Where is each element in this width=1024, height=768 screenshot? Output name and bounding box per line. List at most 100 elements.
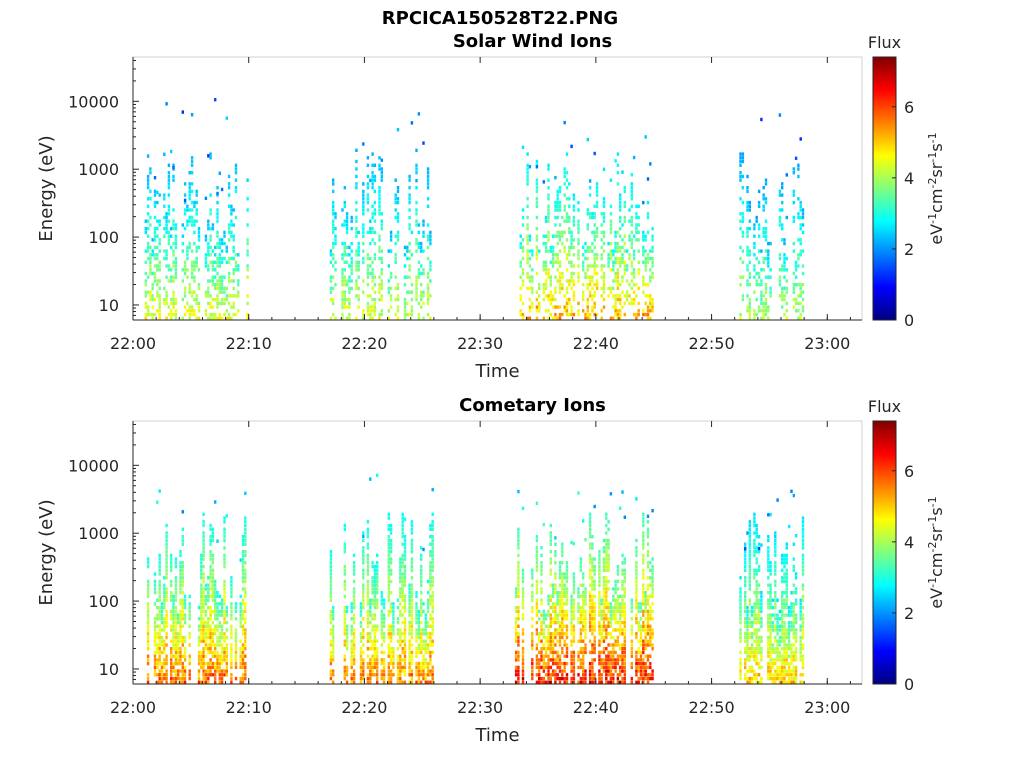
heatmap-cell [593,301,596,306]
heatmap-cell [153,620,157,625]
heatmap-cell [582,654,585,658]
heatmap-cell [586,137,589,142]
heatmap-cell [332,227,335,231]
heatmap-cell [165,301,168,306]
heatmap-cell [764,286,768,291]
heatmap-cell [651,238,654,242]
heatmap-cell [630,661,633,666]
heatmap-cell [521,301,525,306]
heatmap-cell [394,215,397,220]
heatmap-cell [239,680,242,684]
heatmap-cell [565,632,569,636]
heatmap-cell [591,297,594,302]
heatmap-cell [209,193,212,197]
heatmap-cell [616,635,620,640]
heatmap-cell [220,256,224,261]
heatmap-cell [570,540,573,545]
heatmap-cell [172,665,175,670]
heatmap-cell [563,583,566,587]
heatmap-cell [544,271,548,276]
heatmap-cell [591,557,594,561]
heatmap-cell [239,602,242,606]
heatmap-cell [739,152,742,156]
heatmap-cell [392,620,395,625]
heatmap-cell [572,208,576,212]
heatmap-cell [570,279,573,283]
heatmap-cell [160,605,164,610]
heatmap-cell [188,208,191,212]
heatmap-cell [172,305,175,309]
heatmap-cell [591,275,594,279]
heatmap-cell [417,223,421,227]
heatmap-cell [542,620,545,625]
heatmap-cell [170,676,173,681]
heatmap-cell [554,613,557,617]
heatmap-cell [588,676,592,681]
heatmap-cell [547,238,550,242]
heatmap-cell [209,617,212,621]
heatmap-cell [799,238,802,242]
heatmap-cell [602,279,606,283]
heatmap-cell [369,256,372,261]
heatmap-cell [223,587,226,591]
heatmap-cell [146,676,150,681]
heatmap-cell [350,605,353,610]
heatmap-cell [621,632,624,636]
heatmap-cell [547,613,550,617]
heatmap-cell [602,620,606,625]
heatmap-cell [220,624,224,628]
heatmap-cell [577,680,580,684]
heatmap-cell [146,583,150,587]
heatmap-cell [544,283,548,287]
heatmap-cell [216,654,219,658]
heatmap-cell [646,658,650,662]
heatmap-cell [355,260,358,264]
heatmap-cell [619,200,622,205]
heatmap-cell [153,572,157,576]
heatmap-cell [167,171,171,175]
heatmap-cell [612,661,615,666]
heatmap-cell [355,227,358,231]
heatmap-cell [639,661,643,666]
heatmap-cell [426,312,430,317]
heatmap-cell [628,283,631,287]
heatmap-cell [202,669,205,673]
heatmap-cell [637,605,640,610]
heatmap-cell [179,568,182,572]
heatmap-cell [584,635,587,640]
heatmap-cell [572,223,576,227]
heatmap-cell [531,249,534,253]
heatmap-cell [646,514,650,518]
heatmap-cell [607,669,610,673]
heatmap-cell [600,275,603,279]
heatmap-cell [429,579,432,584]
heatmap-cell [183,639,187,643]
heatmap-cell [348,264,351,268]
heatmap-cell [387,546,390,550]
heatmap-cell [588,264,592,268]
heatmap-cell [549,676,552,681]
heatmap-cell [521,268,525,272]
heatmap-cell [619,620,622,625]
heatmap-cell [153,617,157,621]
heatmap-cell [563,193,566,197]
heatmap-cell [568,279,571,283]
heatmap-cell [378,167,381,171]
heatmap-cell [188,245,191,250]
heatmap-cell [431,579,434,584]
heatmap-cell [165,249,168,253]
heatmap-cell [572,542,576,546]
heatmap-cell [359,665,363,670]
heatmap-cell [642,283,645,287]
heatmap-cell [408,650,411,655]
heatmap-cell [598,568,601,572]
heatmap-cell [556,241,559,246]
heatmap-cell [535,583,539,587]
heatmap-cell [227,260,231,264]
heatmap-cell [382,617,386,621]
heatmap-cell [156,268,159,272]
heatmap-cell [649,661,652,666]
heatmap-cell [183,294,187,298]
heatmap-cell [528,249,532,253]
heatmap-cell [239,613,242,617]
